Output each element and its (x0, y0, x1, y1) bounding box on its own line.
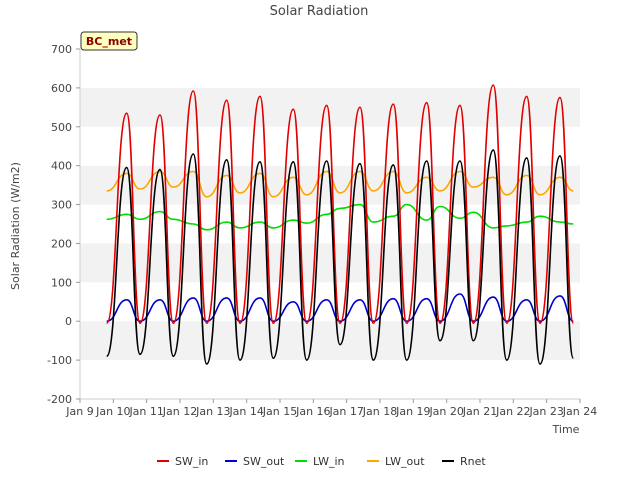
y-tick-label: -100 (47, 354, 72, 367)
y-tick-label: 400 (51, 160, 72, 173)
grid-band (80, 204, 580, 244)
series-line-rnet (105, 149, 575, 365)
y-tick-label: 0 (65, 315, 72, 328)
x-tick-label: Jan 23 (528, 405, 563, 418)
x-tick-label: Jan 10 (95, 405, 130, 418)
y-tick-label: 200 (51, 237, 72, 250)
series-line-lw-in (106, 203, 574, 231)
station-badge: BC_met (80, 31, 138, 51)
series-line-sw-in (105, 84, 575, 324)
y-tick-label: 100 (51, 276, 72, 289)
legend: SW_in SW_out LW_in LW_out Rnet (157, 455, 486, 468)
grid-band (80, 321, 580, 361)
y-tick-label: 300 (51, 199, 72, 212)
x-tick-label: Jan 20 (428, 405, 463, 418)
x-tick-label: Jan 22 (495, 405, 530, 418)
x-tick-label: Jan 14 (228, 405, 263, 418)
x-tick-label: Jan 19 (395, 405, 430, 418)
grid-band (80, 49, 580, 88)
x-tick-label: Jan 13 (195, 405, 230, 418)
x-tick-label: Jan 24 (562, 405, 597, 418)
series-lines (105, 84, 575, 365)
x-tick-label: Jan 18 (362, 405, 397, 418)
y-ticks: -200 -100 0 100 200 300 400 500 600 700 (47, 43, 80, 406)
x-tick-label: Jan 17 (328, 405, 363, 418)
legend-label-rnet: Rnet (460, 455, 486, 468)
y-tick-label: 500 (51, 121, 72, 134)
y-tick-label: 600 (51, 82, 72, 95)
legend-label-sw-in: SW_in (175, 455, 208, 468)
x-tick-label: Jan 16 (295, 405, 330, 418)
grid-bands (80, 49, 580, 399)
x-tick-label: Jan 9 (65, 405, 93, 418)
y-axis-title: Solar Radiation (W/m2) (9, 162, 22, 290)
x-tick-label: Jan 12 (162, 405, 197, 418)
legend-label-lw-out: LW_out (385, 455, 425, 468)
grid-band (80, 360, 580, 399)
axes (79, 49, 580, 400)
y-tick-label: 700 (51, 43, 72, 56)
legend-label-sw-out: SW_out (243, 455, 285, 468)
x-tick-label: Jan 21 (462, 405, 497, 418)
badge-label: BC_met (86, 35, 132, 48)
series-line-sw-out (106, 293, 574, 322)
x-tick-label: Jan 11 (128, 405, 163, 418)
x-axis-title: Time (552, 423, 580, 436)
y-tick-label: -200 (47, 393, 72, 406)
legend-label-lw-in: LW_in (313, 455, 345, 468)
badge-box (80, 31, 138, 51)
grid-band (80, 243, 580, 283)
x-tick-label: Jan 15 (262, 405, 297, 418)
chart-title: Solar Radiation (270, 4, 369, 19)
